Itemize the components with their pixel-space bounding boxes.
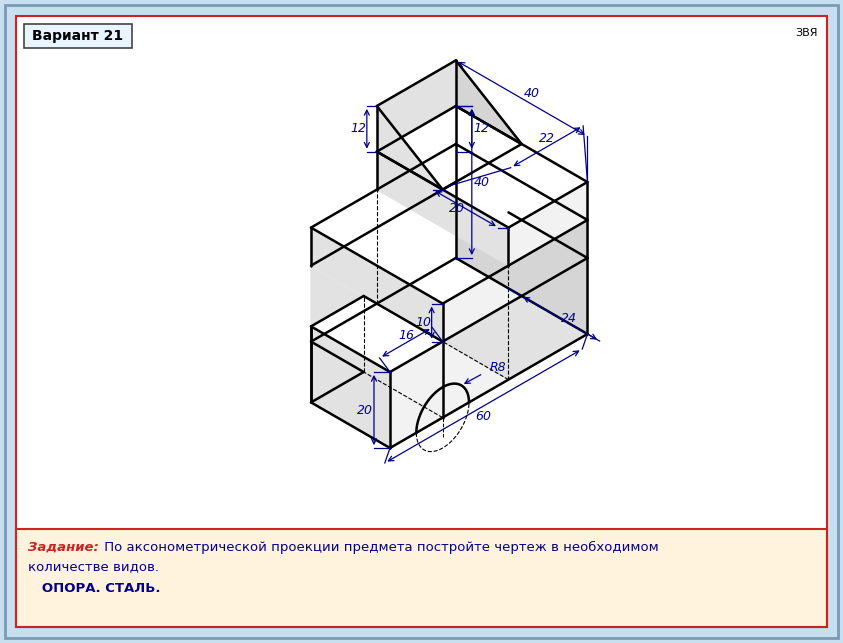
Polygon shape [377, 106, 443, 190]
Polygon shape [390, 341, 443, 448]
Text: Вариант 21: Вариант 21 [32, 29, 124, 43]
Bar [24, 24, 132, 48]
Text: 20: 20 [448, 202, 464, 215]
Polygon shape [377, 60, 522, 190]
Polygon shape [377, 258, 588, 379]
Polygon shape [508, 182, 588, 266]
Text: 12: 12 [474, 122, 490, 135]
Bar [16, 529, 827, 627]
Polygon shape [377, 152, 508, 266]
Text: ОПОРА. СТАЛЬ.: ОПОРА. СТАЛЬ. [28, 581, 160, 595]
Text: количестве видов.: количестве видов. [28, 561, 159, 574]
Polygon shape [456, 182, 508, 289]
Text: ЗВЯ: ЗВЯ [796, 28, 818, 38]
Polygon shape [311, 258, 508, 372]
Text: 22: 22 [539, 132, 555, 145]
Polygon shape [456, 60, 522, 144]
Text: 20: 20 [357, 404, 373, 417]
Text: 40: 40 [474, 176, 490, 188]
Polygon shape [456, 106, 588, 334]
Polygon shape [311, 327, 390, 448]
Polygon shape [311, 144, 456, 266]
Text: Задание:: Задание: [28, 541, 99, 554]
Polygon shape [311, 228, 443, 341]
Text: 60: 60 [475, 410, 491, 422]
Polygon shape [311, 266, 363, 372]
Text: 12: 12 [351, 122, 367, 135]
Polygon shape [443, 220, 588, 341]
Polygon shape [363, 212, 588, 341]
Text: По аксонометрической проекции предмета постройте чертеж в необходимом: По аксонометрической проекции предмета п… [100, 541, 658, 554]
Polygon shape [456, 144, 588, 258]
Polygon shape [311, 144, 588, 303]
Text: 24: 24 [561, 312, 577, 325]
Polygon shape [443, 258, 588, 417]
Polygon shape [363, 289, 588, 417]
Polygon shape [377, 106, 588, 228]
Text: R8: R8 [489, 361, 506, 374]
Polygon shape [311, 182, 588, 341]
Polygon shape [377, 106, 456, 303]
Text: 16: 16 [398, 329, 414, 342]
Text: 10: 10 [416, 316, 432, 329]
Polygon shape [311, 372, 443, 448]
Text: 40: 40 [524, 87, 540, 100]
Polygon shape [311, 296, 443, 372]
Polygon shape [377, 60, 456, 152]
